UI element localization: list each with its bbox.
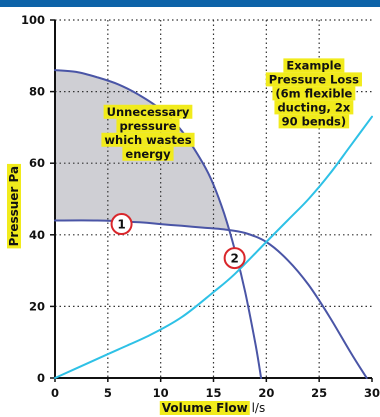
y-axis-title: Pressuer Pa [7, 166, 21, 246]
y-axis-title-highlight [7, 163, 21, 249]
x-tick-label-5: 5 [104, 386, 112, 400]
x-axis-title-highlight [159, 401, 250, 415]
x-tick-label-10: 10 [153, 386, 169, 400]
y-tick-label-0: 0 [37, 371, 45, 385]
annotation-example-highlight-3 [272, 86, 356, 101]
y-tick-label-40: 40 [29, 228, 45, 242]
annotation-waste-highlight-4 [122, 146, 174, 161]
y-tick-label-20: 20 [29, 299, 45, 313]
annotation-waste-highlight-1 [103, 104, 193, 119]
x-tick-label-30: 30 [364, 386, 380, 400]
y-tick-label-60: 60 [29, 156, 45, 170]
marker-layer: 12 [110, 213, 246, 270]
annotation-example-line-4: ducting, 2x [277, 100, 350, 114]
series-line-system-curve [54, 115, 373, 379]
annotation-example-highlight-1 [283, 58, 345, 73]
annotation-waste-line-3: which wastes [104, 133, 191, 147]
x-tick-label-25: 25 [311, 386, 327, 400]
marker-1-circle [110, 213, 133, 236]
annotation-waste-highlight-3 [101, 132, 195, 147]
annotation-waste-line-1: Unnecessary [107, 105, 190, 119]
tick-label-layer: 0 20 40 60 80 100 0 5 10 15 20 25 30 [21, 13, 380, 400]
x-tick-label-15: 15 [205, 386, 221, 400]
annotation-example-line-5: 90 bends) [282, 114, 347, 128]
x-axis-title-unit: l/s [248, 401, 265, 415]
annotation-waste-line-2: pressure [119, 119, 176, 133]
x-axis-title: Volume Flow l/s [162, 401, 265, 415]
annotation-example-highlight-5 [278, 114, 350, 129]
annotation-waste-highlight-2 [116, 118, 180, 133]
annotation-example-highlight-2 [265, 72, 362, 87]
annotation-example-highlight-4 [274, 100, 354, 115]
y-tick-label-100: 100 [21, 13, 45, 27]
annotation-example-line-3: (6m flexible [275, 86, 352, 100]
series-line-fan-low [54, 219, 368, 379]
series-layer [54, 69, 373, 379]
y-tick-label-80: 80 [29, 85, 45, 99]
axes-layer [50, 19, 373, 382]
x-axis-title-main: Volume Flow [162, 401, 248, 415]
annotation-waste-line-4: energy [125, 147, 171, 161]
marker-1-label: 1 [117, 218, 125, 232]
marker-1: 1 [110, 213, 133, 236]
axis-title-layer: Volume Flow l/s Pressuer Pa [7, 163, 265, 415]
x-tick-label-0: 0 [51, 386, 59, 400]
marker-2-circle [223, 247, 246, 270]
annotation-example-line-2: Pressure Loss [269, 72, 359, 86]
x-tick-label-20: 20 [258, 386, 274, 400]
header-bar [0, 0, 380, 7]
marker-2-label: 2 [230, 252, 238, 266]
series-line-fan-high [54, 69, 263, 379]
annotation-example-line-1: Example [286, 58, 341, 72]
marker-2: 2 [223, 247, 246, 270]
